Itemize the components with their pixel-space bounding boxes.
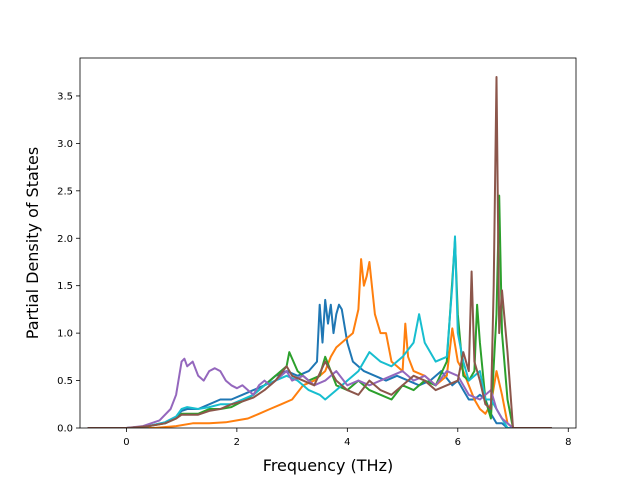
series-line-5 [87, 357, 552, 428]
x-tick-label: 2 [234, 437, 240, 448]
y-tick-label: 2.0 [57, 234, 73, 245]
series-line-3 [87, 194, 552, 428]
plot-frame [79, 57, 577, 429]
y-axis: 0.0 0.5 1.0 1.5 2.0 2.5 3.0 3.5 [57, 91, 80, 435]
series-line-2 [87, 258, 552, 428]
y-tick-label: 1.5 [57, 281, 73, 292]
series-group [87, 76, 552, 428]
y-tick-label: 0.0 [57, 424, 73, 435]
x-tick-label: 4 [344, 437, 350, 448]
x-tick-label: 0 [123, 437, 129, 448]
y-tick-label: 2.5 [57, 186, 73, 197]
series-line-6 [87, 76, 552, 428]
x-tick-label: 6 [455, 437, 461, 448]
y-tick-label: 0.5 [57, 376, 73, 387]
y-tick-label: 3.0 [57, 139, 73, 150]
y-tick-label: 3.5 [57, 91, 73, 102]
y-axis-label: Partial Density of States [23, 147, 42, 339]
series-line-4 [87, 235, 552, 428]
x-axis: 0 2 4 6 8 [123, 428, 571, 448]
x-axis-label: Frequency (THz) [263, 456, 393, 475]
y-tick-label: 1.0 [57, 329, 73, 340]
series-line-1 [87, 298, 552, 428]
x-tick-label: 8 [565, 437, 571, 448]
